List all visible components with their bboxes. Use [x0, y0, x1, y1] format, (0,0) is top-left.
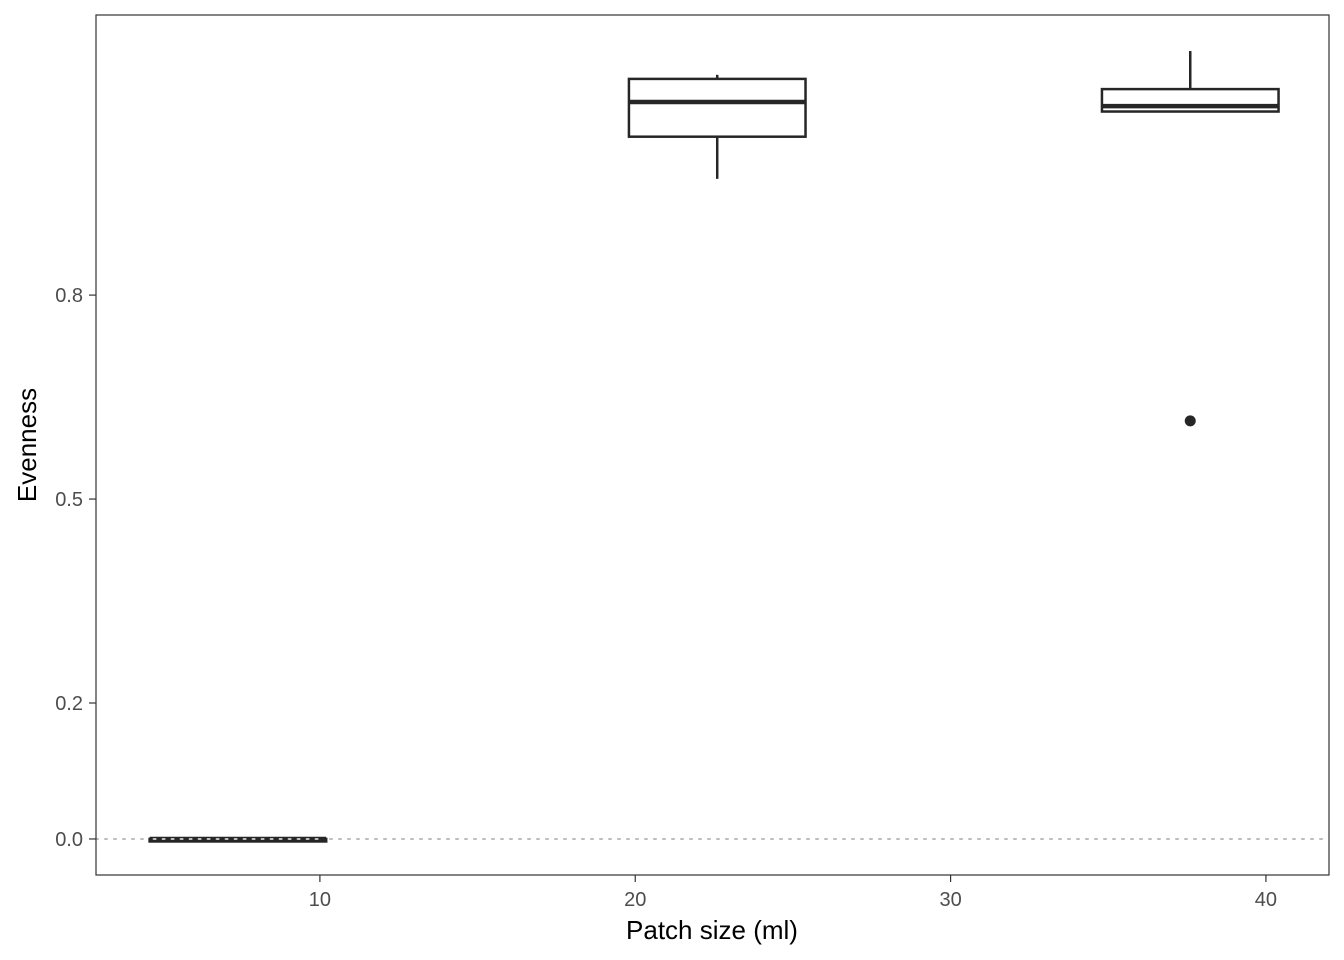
x-tick-label: 40 — [1255, 889, 1277, 911]
y-tick-label: 0.2 — [55, 693, 83, 715]
y-tick-label: 0.0 — [55, 829, 83, 851]
x-axis-title: Patch size (ml) — [626, 915, 798, 945]
x-tick-label: 20 — [624, 889, 646, 911]
y-tick-label: 0.5 — [55, 489, 83, 511]
plot-background — [96, 15, 1329, 875]
box-group-3 — [1100, 51, 1280, 427]
x-tick-label: 10 — [309, 889, 331, 911]
box-group-2 — [627, 74, 807, 179]
x-tick-label: 30 — [939, 889, 961, 911]
plot-panel-border — [95, 14, 1330, 876]
y-tick-label: 0.8 — [55, 285, 83, 307]
axes-layer: 10 20 30 40 0.0 0.2 0.5 0.8 — [55, 285, 1277, 911]
box — [627, 77, 807, 138]
outlier-point — [1184, 415, 1196, 427]
boxes-layer — [148, 51, 1280, 843]
y-axis-title: Evenness — [12, 388, 42, 502]
